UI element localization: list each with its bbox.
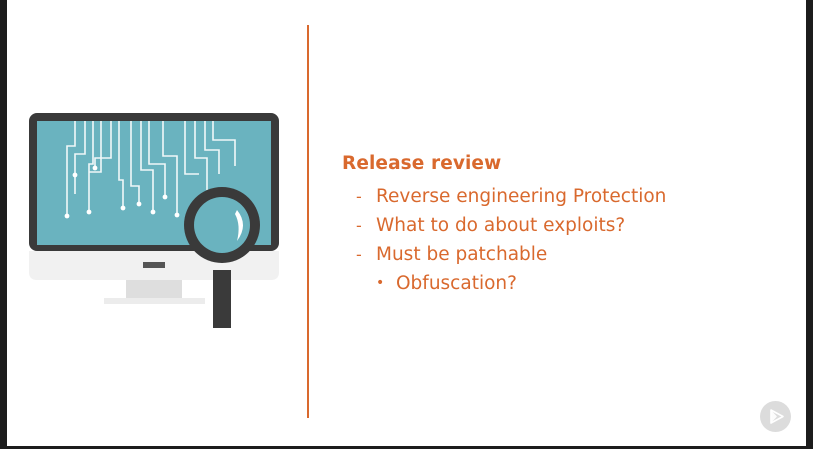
dash-bullet: -	[356, 216, 362, 235]
list-item-text: Must be patchable	[376, 244, 548, 265]
list-item-text: Reverse engineering Protection	[376, 186, 667, 207]
sub-list-item-text: Obfuscation?	[396, 273, 517, 294]
dash-bullet: -	[356, 187, 362, 206]
list-item: - What to do about exploits?	[342, 211, 782, 240]
sub-list-item: • Obfuscation?	[342, 269, 782, 298]
slide: Release review - Reverse engineering Pro…	[7, 0, 806, 446]
play-button[interactable]	[760, 401, 791, 432]
list-item: - Reverse engineering Protection	[342, 182, 782, 211]
dash-bullet: -	[356, 245, 362, 264]
play-icon	[770, 409, 784, 424]
divider	[307, 25, 309, 418]
slide-heading: Release review	[342, 153, 502, 174]
computer-with-magnifying-glass-icon	[29, 110, 279, 335]
slide-content: Release review - Reverse engineering Pro…	[342, 152, 782, 298]
list-item-text: What to do about exploits?	[376, 215, 626, 236]
list-item: - Must be patchable	[342, 240, 782, 269]
dot-bullet: •	[376, 275, 385, 291]
